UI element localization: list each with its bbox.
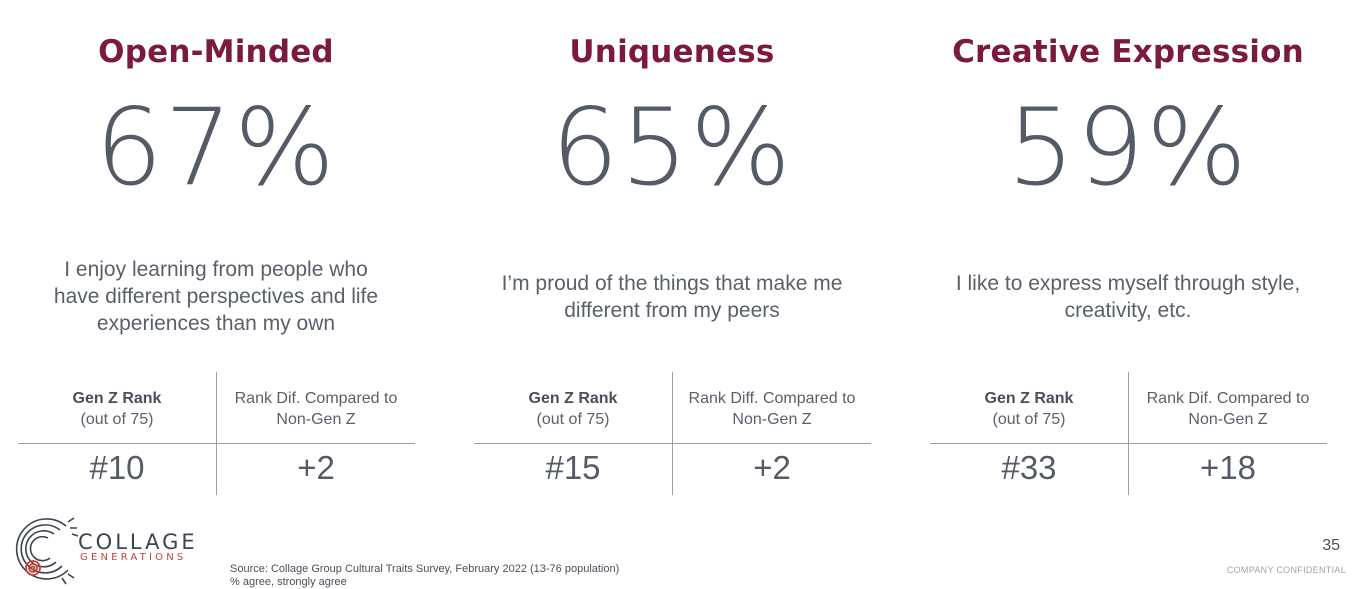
- rank-header-label: Gen Z Rank: [984, 390, 1074, 407]
- rank-header-sub: (out of 75): [80, 411, 154, 428]
- trait-statement: I enjoy learning from people who have di…: [16, 256, 416, 337]
- table-divider-vertical: [1128, 372, 1129, 495]
- statement-line: different from my peers: [564, 299, 780, 322]
- trait-title: Uniqueness: [569, 34, 775, 70]
- rank-header: Gen Z Rank (out of 75): [930, 388, 1128, 430]
- logo-wordmark: COLLAGE: [78, 530, 198, 554]
- table-divider-horizontal: [18, 443, 415, 444]
- statement-line: creativity, etc.: [1064, 299, 1192, 322]
- page-number: 35: [1322, 537, 1340, 554]
- rank-header-label: Gen Z Rank: [528, 390, 618, 407]
- diff-header: Rank Dif. Compared to Non-Gen Z: [1129, 388, 1327, 430]
- diff-value: +2: [297, 449, 335, 486]
- rank-header-sub: (out of 75): [992, 411, 1066, 428]
- diff-header-line: Rank Dif. Compared to: [1146, 390, 1310, 407]
- trait-title: Creative Expression: [952, 34, 1304, 70]
- statement-line: I enjoy learning from people who: [64, 258, 368, 281]
- table-divider-vertical: [672, 372, 673, 495]
- rank-table: Gen Z Rank (out of 75) Rank Diff. Compar…: [474, 372, 871, 495]
- table-divider-horizontal: [930, 443, 1327, 444]
- diff-header-line: Non-Gen Z: [732, 411, 812, 428]
- rank-value: #33: [1001, 449, 1057, 486]
- rank-value: #15: [545, 449, 601, 486]
- diff-header: Rank Diff. Compared to Non-Gen Z: [673, 388, 871, 430]
- diff-header-line: Non-Gen Z: [1188, 411, 1268, 428]
- source-note: Source: Collage Group Cultural Traits Su…: [230, 563, 619, 589]
- rank-header: Gen Z Rank (out of 75): [474, 388, 672, 430]
- rank-table: Gen Z Rank (out of 75) Rank Dif. Compare…: [930, 372, 1327, 495]
- statement-line: have different perspectives and life: [53, 285, 379, 308]
- rank-header-label: Gen Z Rank: [72, 390, 162, 407]
- trait-percent: 59%: [1007, 86, 1249, 209]
- logo-subtitle: GENERATIONS: [80, 552, 187, 563]
- diff-value: +18: [1200, 449, 1256, 486]
- trait-statement: I’m proud of the things that make me dif…: [472, 270, 872, 324]
- diff-header-line: Non-Gen Z: [276, 411, 356, 428]
- statement-line: I’m proud of the things that make me: [501, 272, 843, 295]
- diff-header: Rank Dif. Compared to Non-Gen Z: [217, 388, 415, 430]
- diff-header-line: Rank Diff. Compared to: [688, 390, 856, 407]
- statement-line: experiences than my own: [96, 312, 336, 335]
- trait-percent: 67%: [95, 86, 337, 209]
- source-line: Source: Collage Group Cultural Traits Su…: [230, 563, 620, 575]
- confidential-label: COMPANY CONFIDENTIAL: [1226, 565, 1346, 575]
- collage-fingerprint-logo-icon: [15, 517, 79, 585]
- diff-header-line: Rank Dif. Compared to: [234, 390, 398, 407]
- trait-title: Open-Minded: [98, 34, 334, 70]
- statement-line: I like to express myself through style,: [955, 272, 1301, 295]
- source-line: % agree, strongly agree: [230, 576, 347, 588]
- trait-percent: 65%: [551, 86, 793, 209]
- table-divider-horizontal: [474, 443, 871, 444]
- rank-header-sub: (out of 75): [536, 411, 610, 428]
- trait-statement: I like to express myself through style, …: [928, 270, 1328, 324]
- diff-value: +2: [753, 449, 791, 486]
- table-divider-vertical: [216, 372, 217, 495]
- rank-table: Gen Z Rank (out of 75) Rank Dif. Compare…: [18, 372, 415, 495]
- rank-value: #10: [89, 449, 145, 486]
- rank-header: Gen Z Rank (out of 75): [18, 388, 216, 430]
